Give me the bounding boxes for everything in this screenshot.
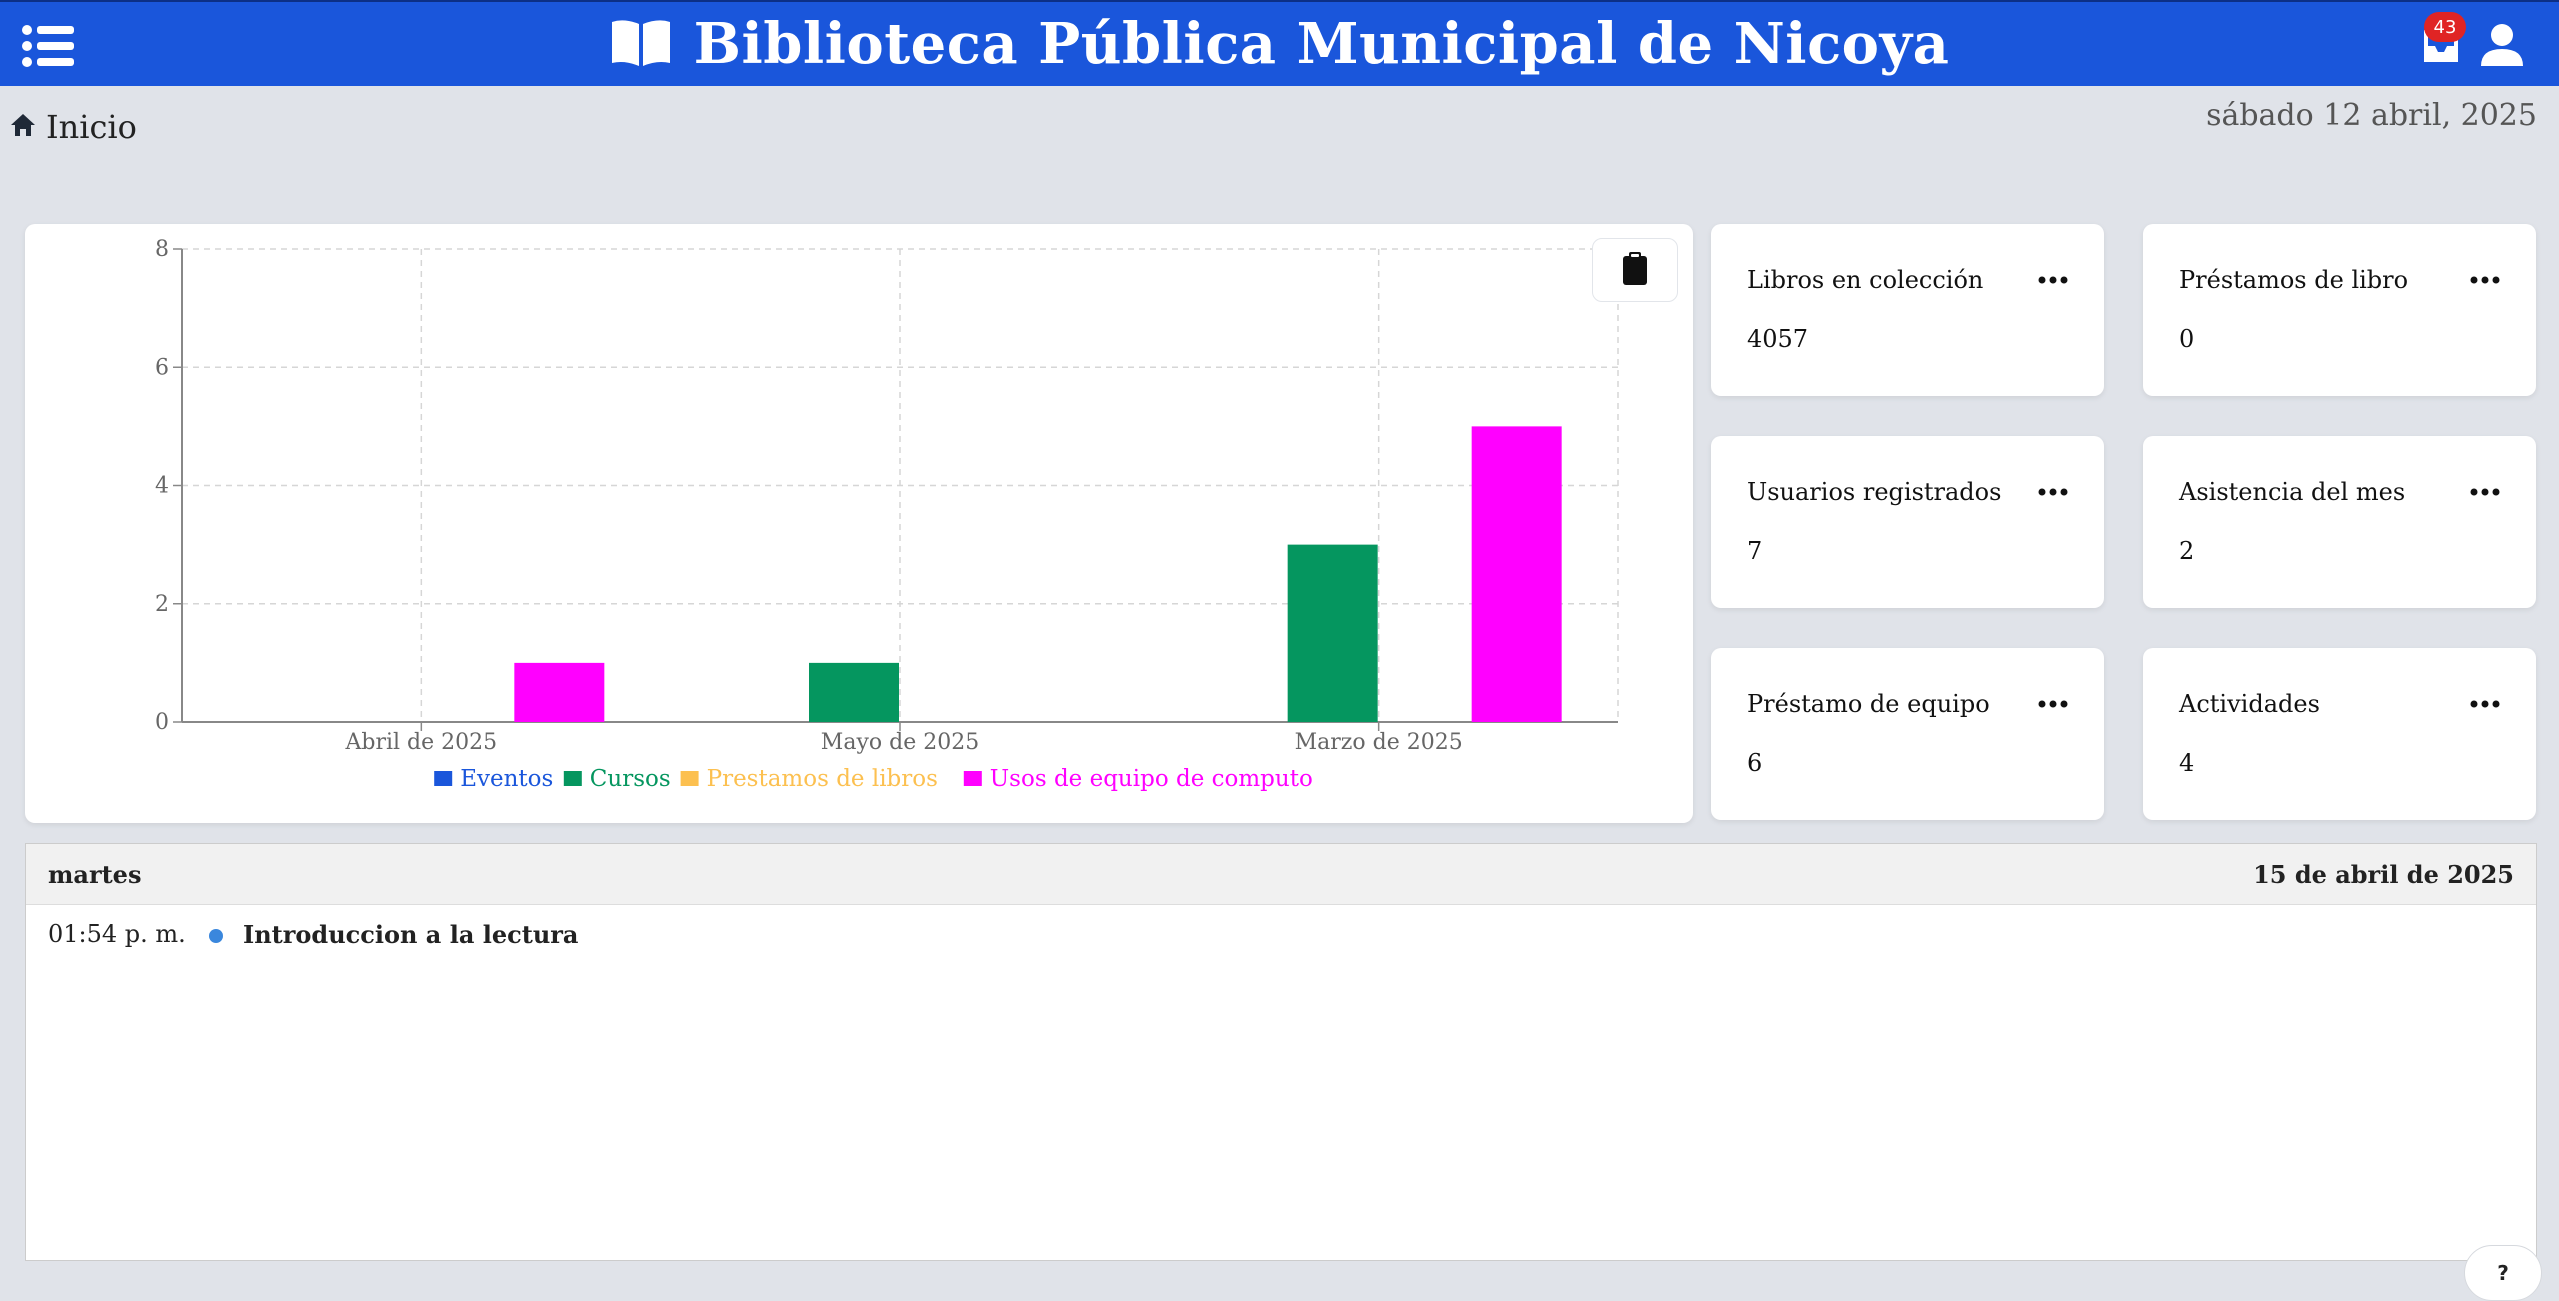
y-tick-label: 4 bbox=[155, 474, 169, 499]
stat-value: 4 bbox=[2179, 749, 2195, 777]
more-options-icon[interactable] bbox=[2038, 698, 2068, 710]
agenda-list: martes 15 de abril de 2025 01:54 p. m. I… bbox=[25, 843, 2537, 1261]
breadcrumb-home-label: Inicio bbox=[46, 108, 137, 146]
agenda-day-name: martes bbox=[48, 860, 142, 889]
home-icon bbox=[10, 108, 36, 146]
x-tick-label: Mayo de 2025 bbox=[821, 730, 979, 755]
y-tick-label: 2 bbox=[155, 592, 169, 617]
notification-badge: 43 bbox=[2424, 12, 2466, 42]
legend-swatch bbox=[434, 771, 453, 786]
bar bbox=[514, 662, 605, 722]
clipboard-icon bbox=[1622, 251, 1648, 289]
bar bbox=[809, 662, 899, 722]
legend-swatch bbox=[563, 771, 582, 786]
stat-card-prestamos-libro: Préstamos de libro 0 bbox=[2143, 224, 2536, 396]
y-tick-label: 6 bbox=[155, 355, 169, 380]
y-tick-label: 8 bbox=[155, 237, 169, 262]
x-tick-label: Marzo de 2025 bbox=[1295, 730, 1463, 755]
stat-card-actividades: Actividades 4 bbox=[2143, 648, 2536, 820]
more-options-icon[interactable] bbox=[2038, 274, 2068, 286]
stat-value: 2 bbox=[2179, 537, 2195, 565]
more-options-icon[interactable] bbox=[2470, 486, 2500, 498]
book-open-icon bbox=[610, 18, 672, 70]
stat-value: 0 bbox=[2179, 325, 2195, 353]
legend-label[interactable]: Prestamos de libros bbox=[707, 766, 938, 792]
agenda-day-header: martes 15 de abril de 2025 bbox=[26, 844, 2536, 905]
more-options-icon[interactable] bbox=[2470, 274, 2500, 286]
user-icon[interactable] bbox=[2479, 22, 2525, 68]
legend-swatch bbox=[680, 771, 699, 786]
stat-value: 4057 bbox=[1747, 325, 1809, 353]
stat-label: Libros en colección bbox=[1747, 266, 1984, 294]
top-navbar: Biblioteca Pública Municipal de Nicoya bbox=[0, 0, 2559, 86]
stat-label: Actividades bbox=[2179, 690, 2320, 718]
stat-card-libros: Libros en colección 4057 bbox=[1711, 224, 2104, 396]
agenda-day-date: 15 de abril de 2025 bbox=[2253, 860, 2514, 889]
stat-label: Usuarios registrados bbox=[1747, 478, 2002, 506]
breadcrumb[interactable]: Inicio bbox=[10, 108, 137, 146]
stat-value: 7 bbox=[1747, 537, 1763, 565]
x-tick-label: Abril de 2025 bbox=[345, 730, 498, 755]
stat-value: 6 bbox=[1747, 749, 1763, 777]
more-options-icon[interactable] bbox=[2470, 698, 2500, 710]
event-dot-icon bbox=[209, 929, 223, 943]
help-button[interactable]: ? bbox=[2464, 1245, 2542, 1301]
clipboard-button[interactable] bbox=[1592, 238, 1678, 302]
stat-label: Préstamos de libro bbox=[2179, 266, 2409, 294]
legend-label[interactable]: Eventos bbox=[460, 766, 553, 792]
more-options-icon[interactable] bbox=[2038, 486, 2068, 498]
legend-label[interactable]: Cursos bbox=[590, 766, 671, 792]
chart-card bbox=[25, 224, 1693, 823]
agenda-event-title[interactable]: Introduccion a la lectura bbox=[243, 920, 579, 949]
stat-card-prestamo-equipo: Préstamo de equipo 6 bbox=[1711, 648, 2104, 820]
bar bbox=[1471, 426, 1562, 722]
stat-label: Préstamo de equipo bbox=[1747, 690, 1990, 718]
page-title: Biblioteca Pública Municipal de Nicoya bbox=[693, 11, 1950, 77]
y-tick-label: 0 bbox=[155, 710, 169, 735]
agenda-event-time: 01:54 p. m. bbox=[48, 920, 186, 948]
stat-card-asistencia: Asistencia del mes 2 bbox=[2143, 436, 2536, 608]
current-date: sábado 12 abril, 2025 bbox=[2206, 98, 2537, 133]
bar-chart: 0 2 4 6 8 Abril de 2025 Mayo de 2025 Marzo de 2… bbox=[155, 237, 1619, 792]
bar bbox=[1287, 544, 1378, 722]
stat-card-usuarios: Usuarios registrados 7 bbox=[1711, 436, 2104, 608]
legend-label[interactable]: Usos de equipo de computo bbox=[990, 766, 1313, 792]
legend-swatch bbox=[963, 771, 982, 786]
stat-label: Asistencia del mes bbox=[2179, 478, 2406, 506]
menu-list-icon[interactable] bbox=[22, 24, 74, 68]
